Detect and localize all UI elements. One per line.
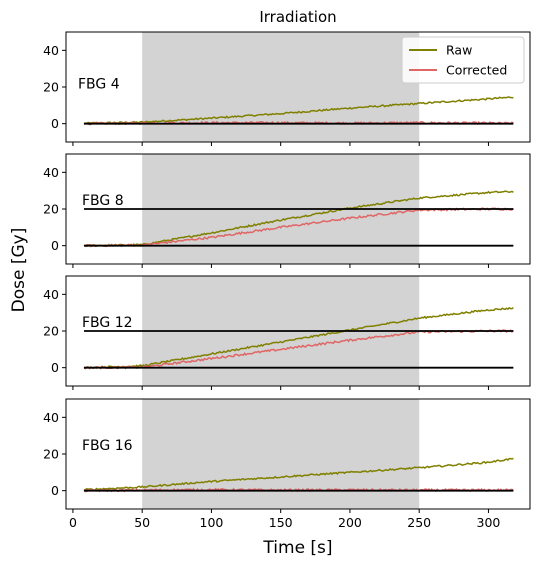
y-tick-label: 0: [51, 360, 59, 375]
panel-plot-area: [83, 457, 514, 493]
legend-box: [401, 36, 525, 84]
y-tick-label: 0: [51, 238, 59, 253]
x-tick-label: 200: [338, 515, 362, 530]
y-tick-label: 20: [43, 80, 59, 95]
irradiation-window: [142, 399, 420, 509]
legend-label: Corrected: [446, 63, 507, 78]
panel-label: FBG 12: [82, 315, 133, 331]
legend: Raw Corrected: [401, 36, 525, 84]
panel-1: 0 20 40 FBG 4: [43, 31, 531, 146]
y-tick-label: 40: [43, 43, 59, 58]
panel-plot-area: [83, 190, 514, 248]
panel-label: FBG 4: [78, 76, 120, 92]
panel-label: FBG 8: [82, 193, 124, 209]
panel-3: 0 20 40 FBG 12: [43, 275, 531, 390]
x-tick-label: 50: [134, 515, 150, 530]
y-tick-label: 20: [43, 202, 59, 217]
y-tick-label: 40: [43, 287, 59, 302]
y-axis-label: Dose [Gy]: [9, 228, 29, 313]
panel-4: 0 20 40 0 50 100 150 200 250 300 FBG 16: [43, 398, 531, 530]
y-tick-label: 20: [43, 447, 59, 462]
series-line-raw: [83, 457, 514, 491]
series-line-corrected: [83, 207, 514, 248]
panel-2: 0 20 40 FBG 8: [43, 153, 531, 268]
x-tick-label: 100: [200, 515, 224, 530]
series-line-raw: [83, 306, 514, 370]
y-tick-label: 0: [51, 483, 59, 498]
x-tick-label: 300: [477, 515, 501, 530]
x-tick-label: 250: [407, 515, 431, 530]
x-axis-label: Time [s]: [262, 538, 332, 558]
y-tick-label: 0: [51, 116, 59, 131]
legend-label: Raw: [446, 43, 472, 58]
panel-plot-area: [83, 306, 514, 370]
series-line-raw: [83, 96, 514, 125]
y-tick-label: 40: [43, 410, 59, 425]
panel-label: FBG 16: [82, 438, 133, 454]
x-tick-label: 0: [69, 515, 77, 530]
y-tick-label: 40: [43, 165, 59, 180]
panel-plot-area: [83, 96, 514, 126]
x-tick-label: 150: [269, 515, 293, 530]
irradiation-window: [142, 32, 420, 142]
chart-title: Irradiation: [259, 8, 336, 26]
series-line-raw: [83, 190, 514, 248]
panels-layer: 0 20 40 FBG 4 0 20 40 FBG 8 0 20 40 FBG 12 0 20 40 0 50 1…: [43, 31, 531, 530]
y-tick-label: 20: [43, 324, 59, 339]
